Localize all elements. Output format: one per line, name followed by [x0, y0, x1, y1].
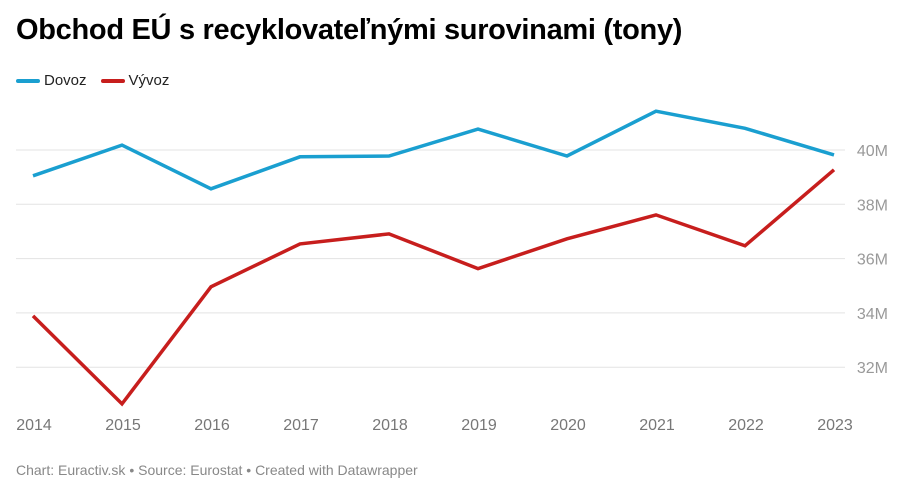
legend: Dovoz Vývoz: [16, 72, 183, 89]
x-tick-label: 2022: [728, 417, 764, 434]
chart-footer: Chart: Euractiv.sk • Source: Eurostat • …: [16, 462, 418, 478]
y-tick-label: 32M: [857, 360, 888, 377]
legend-label-vyvoz: Vývoz: [128, 72, 170, 89]
gridlines: [16, 149, 845, 368]
series-line-dovoz: [32, 109, 835, 191]
series-line-vývoz: [31, 168, 836, 407]
x-tick-label: 2017: [283, 417, 319, 434]
y-tick-label: 40M: [857, 143, 888, 160]
legend-swatch-dovoz: [16, 78, 40, 83]
x-axis-ticks: 2014 2015 2016 2017 2018 2019 2020 2021 2022 2023: [16, 417, 853, 434]
legend-item-vyvoz: Vývoz: [100, 72, 170, 89]
y-tick-label: 36M: [857, 252, 888, 269]
x-tick-label: 2016: [194, 417, 230, 434]
series-lines: [31, 109, 836, 407]
legend-label-dovoz: Dovoz: [44, 72, 87, 89]
x-tick-label: 2020: [550, 417, 586, 434]
chart-title: Obchod EÚ s recyklovateľnými surovinami …: [16, 14, 683, 46]
x-tick-label: 2019: [461, 417, 497, 434]
x-tick-label: 2015: [105, 417, 141, 434]
y-axis-ticks: 32M 34M 36M 38M 40M: [857, 143, 888, 377]
x-tick-label: 2018: [372, 417, 408, 434]
legend-swatch-vyvoz: [100, 78, 125, 83]
x-tick-label: 2014: [16, 417, 52, 434]
y-tick-label: 34M: [857, 306, 888, 323]
x-tick-label: 2023: [817, 417, 853, 434]
y-tick-label: 38M: [857, 197, 888, 214]
x-tick-label: 2021: [639, 417, 675, 434]
legend-item-dovoz: Dovoz: [16, 72, 87, 89]
